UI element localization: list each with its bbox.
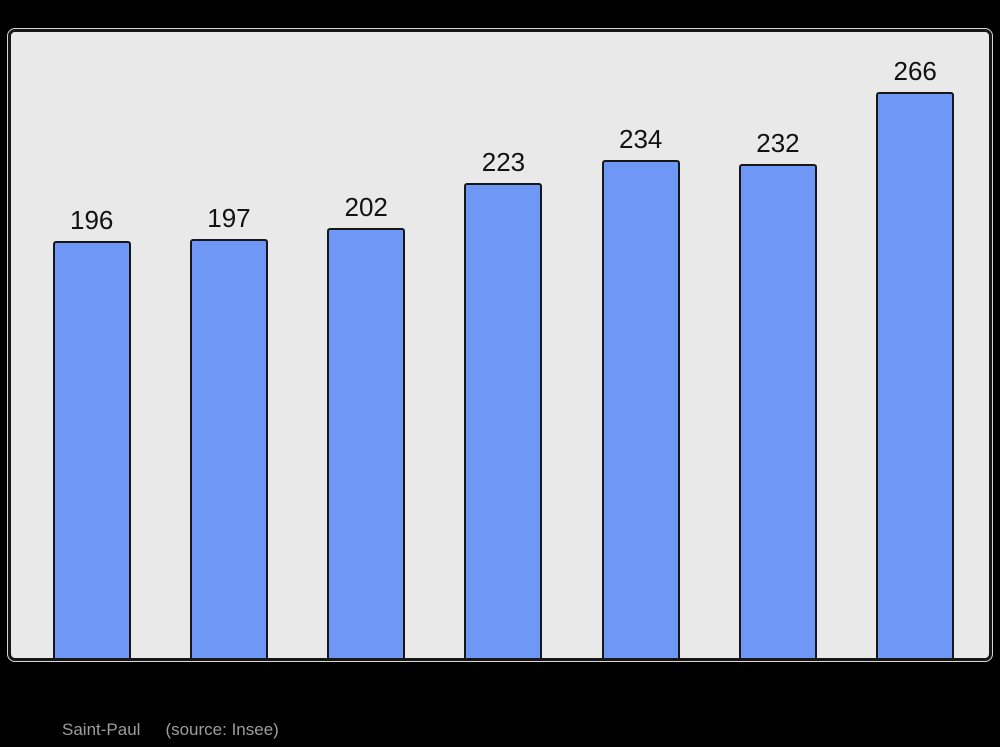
bar: 234	[601, 126, 680, 658]
bar: 266	[876, 58, 955, 658]
bar-value-label: 202	[344, 192, 388, 222]
bars-container: 196 197 202 223 234 232 266	[11, 32, 989, 658]
bar: 202	[327, 194, 406, 658]
bar: 197	[189, 205, 268, 658]
chart-caption: Saint-Paul (source: Insee)	[62, 719, 279, 741]
bar-value-label: 232	[756, 128, 800, 158]
bar: 196	[52, 207, 131, 658]
bar: 232	[738, 130, 817, 658]
bar-value-label: 266	[893, 56, 937, 86]
bar: 223	[464, 149, 543, 658]
plot-area: 196 197 202 223 234 232 266	[8, 29, 992, 661]
bar-value-label: 197	[207, 203, 251, 233]
caption-title: Saint-Paul	[62, 720, 141, 739]
caption-source: (source: Insee)	[165, 720, 279, 739]
bar-value-label: 234	[618, 124, 663, 154]
bar-value-label: 196	[69, 205, 114, 235]
bar-value-label: 223	[481, 147, 526, 177]
